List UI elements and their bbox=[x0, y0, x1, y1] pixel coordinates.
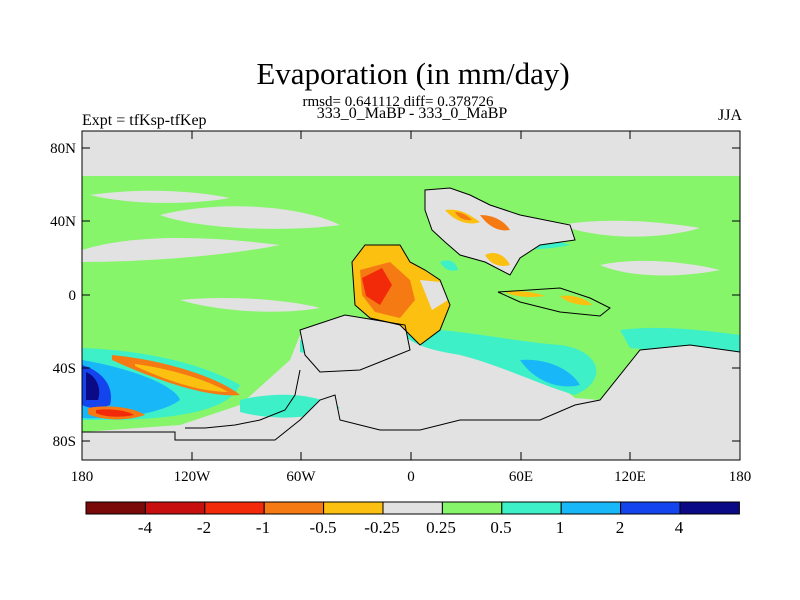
grey-streak bbox=[180, 297, 320, 312]
colorbar-box bbox=[85, 501, 146, 515]
colorbar-box bbox=[441, 501, 503, 515]
eurasian-landmass bbox=[425, 188, 575, 275]
cyan-patch bbox=[440, 260, 458, 271]
orange-patch bbox=[480, 215, 510, 231]
colorbar-label: 0.5 bbox=[490, 518, 511, 537]
grey-streak bbox=[560, 220, 700, 237]
colorbar-label: -0.5 bbox=[310, 518, 337, 537]
grey-streak bbox=[82, 238, 280, 262]
lon-ticks bbox=[81, 131, 741, 460]
colorbar-label: 0.25 bbox=[426, 518, 456, 537]
map-title: Evaporation (in mm/day) bbox=[256, 56, 570, 91]
colorbar-labels: -4 -2 -1 -0.5 -0.25 0.25 0.5 1 2 4 bbox=[138, 518, 684, 537]
arctic-land bbox=[82, 131, 740, 176]
yellow-patch bbox=[485, 253, 510, 266]
runs-line: 333_0_MaBP - 333_0_MaBP bbox=[316, 105, 508, 122]
red-streak bbox=[96, 409, 134, 417]
lon-label: 120E bbox=[614, 469, 646, 485]
antarctica-land bbox=[82, 345, 740, 460]
lon-label: 0 bbox=[407, 469, 415, 485]
orange-patch bbox=[455, 212, 472, 221]
blue-patch bbox=[520, 359, 580, 387]
colorbar-label: 4 bbox=[675, 518, 684, 537]
lat-label: 40N bbox=[50, 214, 76, 230]
coastlines bbox=[82, 187, 740, 441]
lat-label: 80S bbox=[53, 434, 76, 450]
lon-label: 60W bbox=[286, 469, 316, 485]
colorbar-label: -1 bbox=[256, 518, 270, 537]
colorbar-label: 2 bbox=[616, 518, 625, 537]
colorbar-box bbox=[560, 501, 622, 515]
yellow-patch bbox=[505, 291, 545, 297]
map-field bbox=[82, 131, 740, 460]
lat-ticks bbox=[82, 147, 740, 442]
yellow-streak bbox=[135, 364, 228, 392]
colorbar bbox=[85, 501, 740, 515]
lat-label: 80N bbox=[50, 141, 76, 157]
grey-streak bbox=[600, 260, 720, 276]
lon-labels: 180 120W 60W 0 60E 120E 180 bbox=[71, 469, 752, 485]
colorbar-label: -0.25 bbox=[364, 518, 399, 537]
colorbar-box bbox=[382, 501, 443, 515]
colorbar-box bbox=[144, 501, 206, 515]
red-patch bbox=[362, 268, 392, 305]
stats-line: rmsd= 0.641112 diff= 0.378726 bbox=[302, 94, 494, 110]
lon-label: 120W bbox=[174, 469, 212, 485]
navy-patch bbox=[86, 372, 100, 400]
colorbar-box bbox=[204, 501, 265, 515]
lon-label: 180 bbox=[729, 469, 752, 485]
lon-label: 180 bbox=[71, 469, 94, 485]
colorbar-box bbox=[501, 501, 562, 515]
lat-label: 40S bbox=[53, 361, 76, 377]
yellow-patch bbox=[560, 295, 592, 306]
experiment-label: Expt = tfKsp-tfKep bbox=[82, 112, 207, 129]
grey-streak bbox=[90, 190, 230, 203]
colorbar-label: -4 bbox=[138, 518, 153, 537]
colorbar-label: -2 bbox=[197, 518, 211, 537]
season-label: JJA bbox=[717, 107, 742, 124]
colorbar-box bbox=[620, 501, 681, 515]
colorbar-label: 1 bbox=[556, 518, 565, 537]
south-america-land bbox=[300, 315, 410, 372]
colorbar-box bbox=[679, 501, 740, 515]
lon-label: 60E bbox=[509, 469, 533, 485]
colorbar-box bbox=[263, 501, 325, 515]
grey-patch bbox=[420, 280, 448, 310]
grey-streak bbox=[160, 206, 340, 229]
lat-labels: 80N 40N 0 40S 80S bbox=[50, 141, 76, 450]
lat-label: 0 bbox=[69, 288, 77, 304]
colorbar-box bbox=[323, 501, 384, 515]
